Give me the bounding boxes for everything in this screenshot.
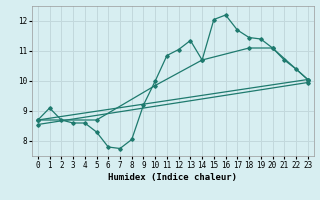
X-axis label: Humidex (Indice chaleur): Humidex (Indice chaleur) [108,173,237,182]
